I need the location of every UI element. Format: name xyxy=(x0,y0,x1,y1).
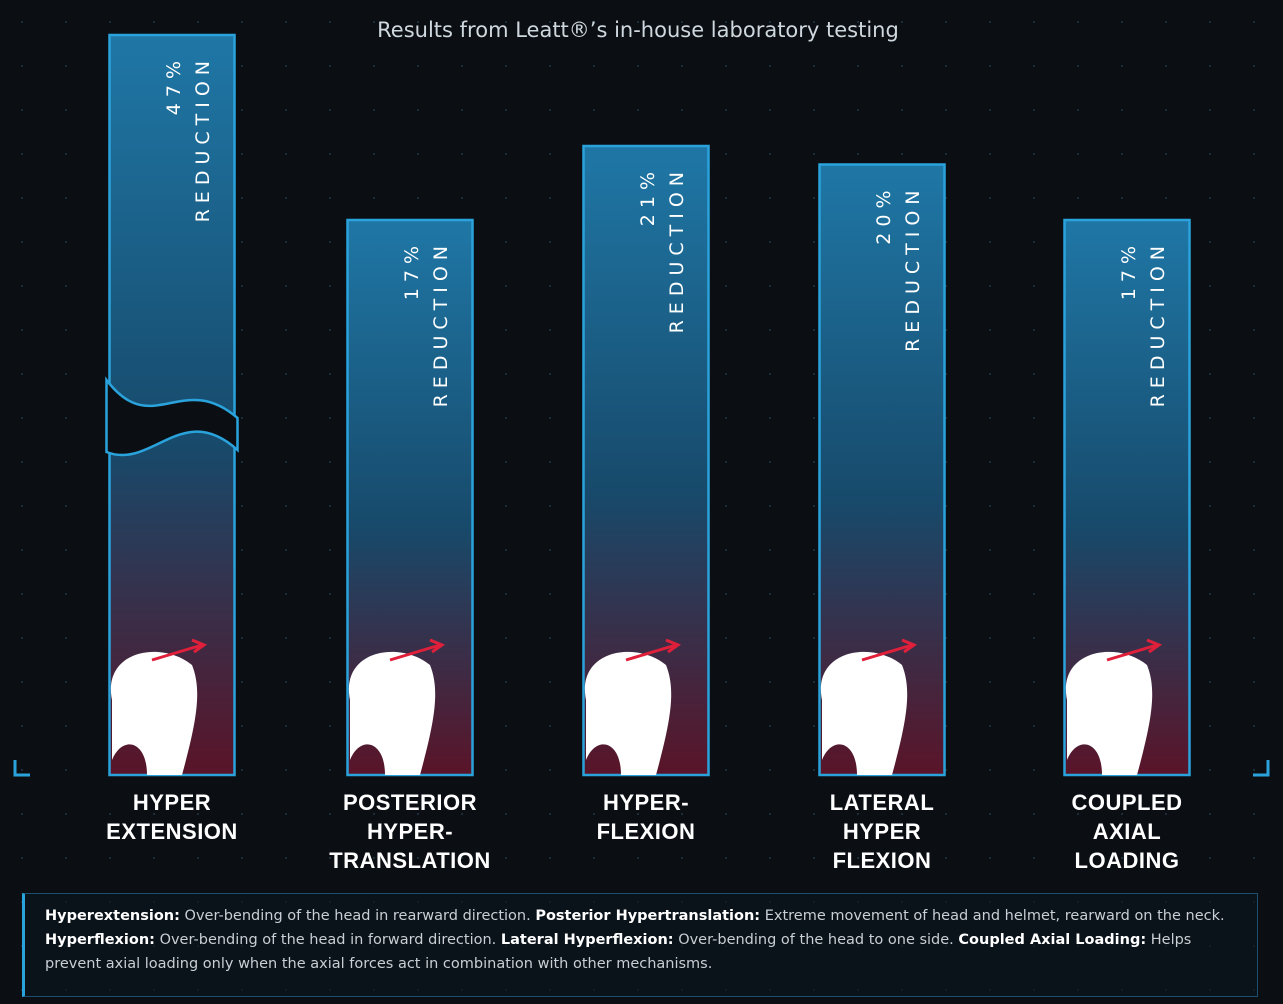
category-label: POSTERIOR HYPER- TRANSLATION xyxy=(329,790,491,873)
value-label-number: 17% xyxy=(1118,240,1140,300)
footer-term: Hyperflexion: xyxy=(45,932,155,948)
value-label-caption: REDUCTION xyxy=(666,166,688,333)
figure-icon xyxy=(1065,651,1153,775)
figure-icon xyxy=(820,651,908,775)
figure-arrow xyxy=(1106,638,1163,662)
value-label: 17% REDUCTION xyxy=(1118,240,1169,407)
axis-break xyxy=(105,376,239,457)
figure-arrow xyxy=(151,638,208,662)
footer-definition: Over-bending of the head in forward dire… xyxy=(159,932,497,948)
value-label: 21% REDUCTION xyxy=(637,166,688,333)
figure-icon xyxy=(348,651,436,775)
chart: Results from Leatt®’s in-house laborator… xyxy=(13,18,1270,777)
figure-arrow xyxy=(625,638,682,662)
footer-term: Hyperextension: xyxy=(45,908,180,924)
footer-term: Coupled Axial Loading: xyxy=(958,932,1147,948)
footer-text: Hyperextension: Over-bending of the head… xyxy=(45,904,1241,976)
figure-arrow xyxy=(389,638,446,662)
footer-definition: Over-bending of the head in rearward dir… xyxy=(184,908,531,924)
value-label-caption: REDUCTION xyxy=(430,240,452,407)
footer-term: Posterior Hypertranslation: xyxy=(535,908,761,924)
chart-title: Results from Leatt®’s in-house laborator… xyxy=(377,18,899,42)
value-label-caption: REDUCTION xyxy=(902,185,924,352)
footer-term: Lateral Hyperflexion: xyxy=(500,932,674,948)
category-label: HYPER EXTENSION xyxy=(106,790,238,844)
value-label: 20% REDUCTION xyxy=(873,185,924,352)
figure-icon xyxy=(584,651,672,775)
value-label-caption: REDUCTION xyxy=(1147,240,1169,407)
value-label-number: 17% xyxy=(401,240,423,300)
category-label: LATERAL HYPER FLEXION xyxy=(829,790,935,873)
value-label-number: 47% xyxy=(163,55,185,115)
footer: Hyperextension: Over-bending of the head… xyxy=(22,893,1258,997)
footer-definition: Helps prevent axial loading only when th… xyxy=(45,932,1192,972)
value-label-number: 21% xyxy=(637,166,659,226)
frame-corner xyxy=(13,760,1270,777)
category-label: COUPLED AXIAL LOADING xyxy=(1071,790,1183,873)
figure-icon xyxy=(110,651,198,775)
category-label: HYPER- FLEXION xyxy=(596,790,696,844)
figure-arrow xyxy=(861,638,918,662)
value-label-caption: REDUCTION xyxy=(192,55,214,222)
footer-definition: Extreme movement of head and helmet, rea… xyxy=(764,908,1225,924)
value-label: 47% REDUCTION xyxy=(163,55,214,222)
footer-definition: Over-bending of the head to one side. xyxy=(678,932,954,948)
value-label-number: 20% xyxy=(873,185,895,245)
value-label: 17% REDUCTION xyxy=(401,240,452,407)
